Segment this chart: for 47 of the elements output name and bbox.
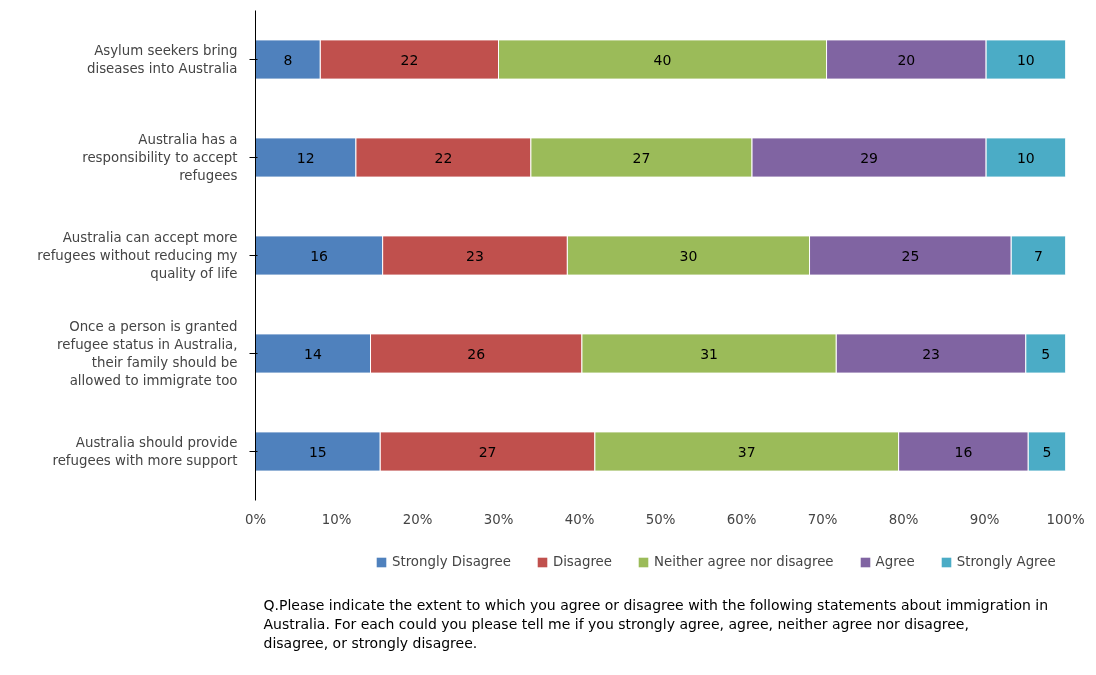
legend-label: Strongly Disagree <box>392 554 511 569</box>
x-tick-label: 90% <box>969 511 1000 527</box>
y-tick-label: Australia should provide refugees with more support <box>52 435 238 468</box>
x-tick-label: 80% <box>888 511 919 527</box>
data-label: 29 <box>860 149 878 166</box>
y-tick-label: Australia has a responsibility to accept refugees <box>82 132 238 183</box>
x-tick-label: 70% <box>807 511 838 527</box>
data-label: 10 <box>1016 149 1035 166</box>
x-tick-label: 0% <box>244 511 267 527</box>
data-label: 30 <box>679 247 698 264</box>
y-tick-label: Australia can accept more refugees without reducing my quality of life <box>37 230 238 281</box>
legend-label: Agree <box>875 554 915 569</box>
data-label: 20 <box>897 51 916 68</box>
data-label: 22 <box>400 51 419 68</box>
data-label: 37 <box>737 443 756 460</box>
legend-label: Neither agree nor disagree <box>654 554 834 569</box>
data-label: 27 <box>478 443 497 460</box>
data-label: 23 <box>466 247 484 264</box>
y-tick-label: Asylum seekers bring diseases into Australia <box>86 43 238 76</box>
y-tick-label: Once a person is granted refugee status in Australia, their family should be allowed to immigrate too <box>57 319 238 388</box>
data-label: 23 <box>922 345 940 362</box>
data-label: 40 <box>653 51 672 68</box>
x-tick-label: 40% <box>564 511 595 527</box>
x-tick-label: 10% <box>321 511 352 527</box>
x-tick-label: 30% <box>483 511 514 527</box>
data-label: 27 <box>632 149 651 166</box>
x-tick-label: 20% <box>402 511 433 527</box>
data-label: 14 <box>304 345 323 362</box>
data-label: 5 <box>1042 443 1052 460</box>
x-tick-label: 100% <box>1046 511 1085 527</box>
data-label: 22 <box>434 149 453 166</box>
legend-label: Disagree <box>552 554 613 569</box>
data-label: 31 <box>700 345 719 362</box>
data-label: 25 <box>901 247 920 264</box>
text: Q.Please indicate the extent to which you agree or disagree with the following statements about immigration in Australia. For each could you please tell me if you strongly agree, agree, neither agree nor disagree, disagree, or strongly disagree. <box>263 596 1049 651</box>
legend-label: Strongly Agree <box>956 554 1056 569</box>
data-label: 10 <box>1016 51 1035 68</box>
data-label: 12 <box>296 149 315 166</box>
data-label: 16 <box>310 247 329 264</box>
data-label: 7 <box>1033 247 1043 264</box>
data-label: 5 <box>1041 345 1051 362</box>
x-tick-label: 50% <box>645 511 676 527</box>
data-label: 16 <box>954 443 973 460</box>
data-label: 26 <box>467 345 486 362</box>
data-label: 15 <box>308 443 327 460</box>
x-tick-label: 60% <box>726 511 757 527</box>
data-label: 8 <box>283 51 293 68</box>
